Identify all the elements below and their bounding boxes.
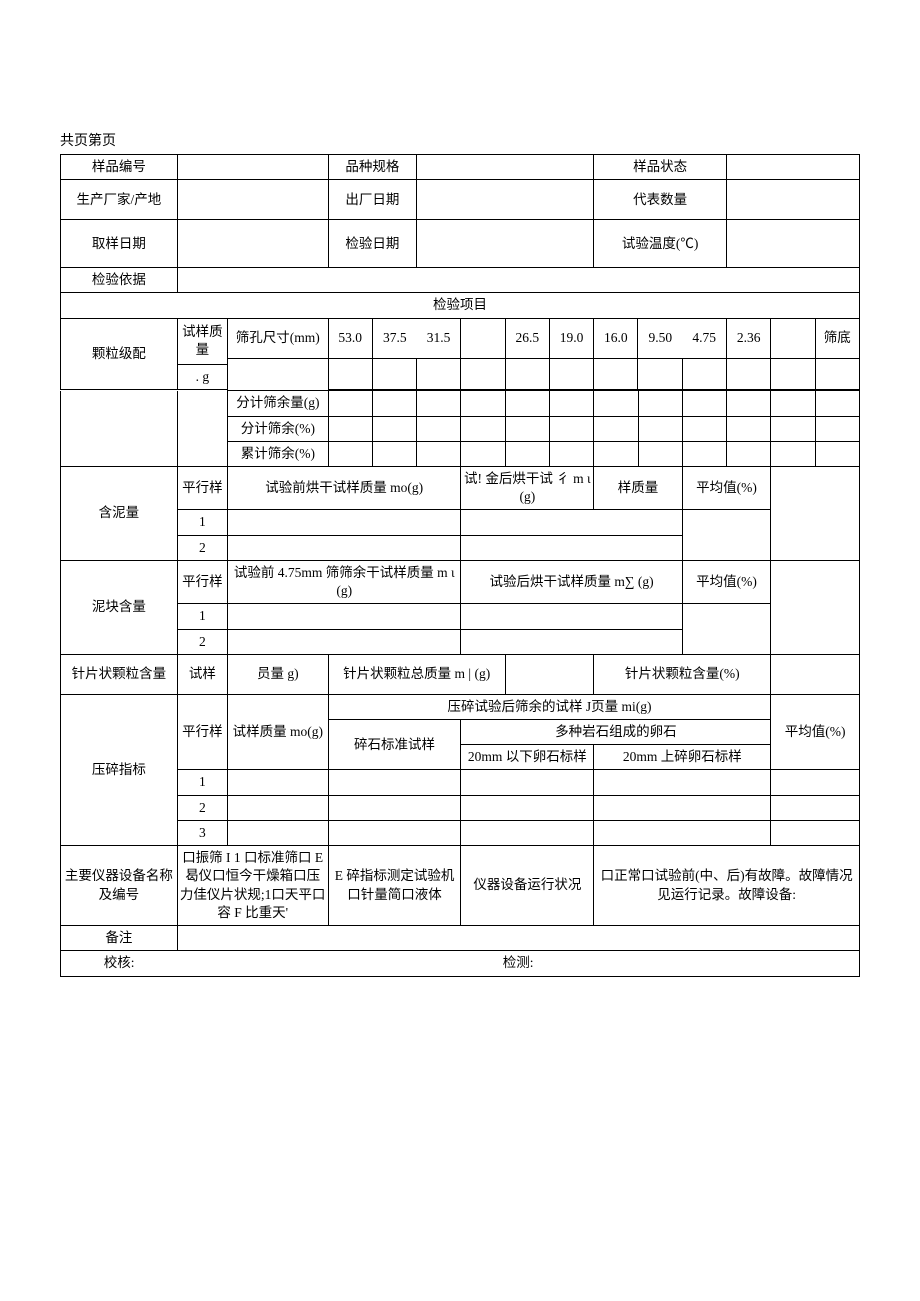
group-crush: 压碎指标	[61, 694, 178, 845]
sieve-16: 16.0	[594, 318, 638, 358]
row-cum-pct: 累计筛余(%)	[228, 441, 329, 466]
sieve-37-5-a: 37.5	[372, 318, 416, 358]
footer-check: 校核:	[61, 951, 178, 976]
val-manufacturer	[177, 180, 328, 220]
val-spec	[417, 155, 594, 180]
crush-n1: 1	[177, 770, 227, 795]
sieve-53: 53.0	[328, 318, 372, 358]
mud-parallel: 平行样	[177, 467, 227, 510]
val-sampling-date	[177, 220, 328, 268]
sieve-9-5: 9.50	[638, 318, 682, 358]
val-inspect-date	[417, 220, 594, 268]
label-manufacturer: 生产厂家/产地	[61, 180, 178, 220]
group-sieve: 颗粒级配	[61, 318, 178, 390]
label-sampling-date: 取样日期	[61, 220, 178, 268]
mud-post-left: 试! 金后烘干试 彳 m ι (g)	[461, 467, 594, 510]
row-residue-g: 分计筛余量(g)	[228, 391, 329, 416]
label-inspect-date: 检验日期	[328, 220, 417, 268]
group-clay: 泥块含量	[61, 560, 178, 654]
mud-post-right: 样质量	[594, 467, 683, 510]
sieve-19: 19.0	[549, 318, 593, 358]
label-sample-mass: 试样质量	[177, 318, 227, 365]
unit-g: . g	[177, 365, 227, 390]
crush-n2: 2	[177, 795, 227, 820]
label-sieve-size: 筛孔尺寸(mm)	[227, 318, 328, 358]
val-sample-no	[177, 155, 328, 180]
label-rep-qty: 代表数量	[594, 180, 727, 220]
equip-col1: 口振筛 I 1 口标准筛口 E 曷仪口恒今干燥箱口压力佳仪片状规;1口天平口容 …	[177, 846, 328, 926]
val-rep-qty	[727, 180, 860, 220]
equip-status-text: 口正常口试验前(中、后)有故障。故障情况见运行记录。故障设备:	[594, 846, 860, 926]
flaky-total-mass: 针片状颗粒总质量 m | (g)	[328, 654, 505, 694]
sieve-26-5: 26.5	[505, 318, 549, 358]
group-equip: 主要仪器设备名称及编号	[61, 846, 178, 926]
page-counter: 共页第页	[60, 130, 860, 150]
inspection-form-cont: 分计筛余量(g) 分计筛余(%) 累计筛余(%) 含泥量 平行样 试验前烘干试样…	[60, 390, 860, 976]
label-remark: 备注	[61, 926, 178, 951]
sieve-31-5: 31.5	[417, 318, 461, 358]
clay-n1: 1	[177, 604, 227, 629]
val-remark	[177, 926, 859, 951]
footer-test: 检测:	[177, 951, 859, 976]
crush-after-mass: 压碎试验后筛余的试样 J页量 mi(g)	[328, 694, 771, 719]
label-state: 样品状态	[594, 155, 727, 180]
clay-post-mass: 试验后烘干试样质量 m∑ (g)	[461, 560, 682, 603]
cell-inner-blank	[227, 358, 328, 390]
crush-below20: 20mm 以下卵石标样	[461, 745, 594, 770]
equip-col2: E 碎指标测定试验机口针量简口液体	[328, 846, 461, 926]
equip-status-label: 仪器设备运行状况	[461, 846, 594, 926]
sieve-group-cont	[61, 391, 178, 467]
crush-std: 碎石标准试样	[328, 720, 461, 770]
flaky-sample: 试样	[177, 654, 227, 694]
flaky-mass-label: 员量 g)	[228, 654, 329, 694]
crush-n3: 3	[177, 820, 227, 845]
clay-avg: 平均值(%)	[682, 560, 771, 603]
mud-pre-mass: 试验前烘干试样质量 mo(g)	[228, 467, 461, 510]
mud-n1: 1	[177, 510, 227, 535]
crush-avg: 平均值(%)	[771, 694, 860, 770]
sieve-bottom: 筛底	[815, 318, 859, 358]
val-basis	[177, 268, 859, 293]
label-sample-no: 样品编号	[61, 155, 178, 180]
mud-avg: 平均值(%)	[682, 467, 771, 510]
val-state	[727, 155, 860, 180]
val-temp	[727, 220, 860, 268]
section-title: 检验项目	[61, 293, 860, 318]
group-flaky: 针片状颗粒含量	[61, 654, 178, 694]
label-basis: 检验依据	[61, 268, 178, 293]
label-spec: 品种规格	[328, 155, 417, 180]
label-ship-date: 出厂日期	[328, 180, 417, 220]
unit-g-cont	[177, 391, 227, 467]
label-temp: 试验温度(℃)	[594, 220, 727, 268]
crush-multi: 多种岩石组成的卵石	[461, 720, 771, 745]
val-ship-date	[417, 180, 594, 220]
sieve-4-75: 4.75	[682, 318, 726, 358]
crush-sample-mass: 试样质量 mo(g)	[228, 694, 329, 770]
crush-parallel: 平行样	[177, 694, 227, 770]
clay-n2: 2	[177, 629, 227, 654]
crush-above20: 20mm 上碎卵石标样	[594, 745, 771, 770]
sieve-2-36: 2.36	[727, 318, 771, 358]
flaky-content: 针片状颗粒含量(%)	[594, 654, 771, 694]
inspection-form: 样品编号 品种规格 样品状态 生产厂家/产地 出厂日期 代表数量 取样日期 检验…	[60, 154, 860, 390]
group-mud: 含泥量	[61, 467, 178, 561]
mud-n2: 2	[177, 535, 227, 560]
clay-pre-mass: 试验前 4.75mm 筛筛余干试样质量 m ι (g)	[228, 560, 461, 603]
clay-parallel: 平行样	[177, 560, 227, 603]
row-residue-pct: 分计筛余(%)	[228, 416, 329, 441]
